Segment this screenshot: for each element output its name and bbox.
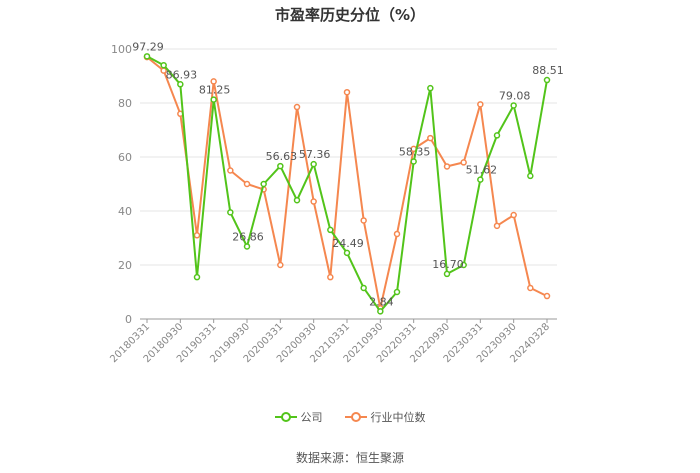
series-0-point-17	[427, 84, 434, 92]
series-1-point-4	[210, 78, 217, 85]
series-1-point-15	[393, 230, 401, 238]
series-1-point-6	[243, 180, 251, 188]
legend: 公司 行业中位数	[0, 409, 700, 425]
data-label-18: 16.70	[432, 258, 464, 271]
series-1-point-18	[443, 163, 451, 170]
data-label-10: 57.36	[299, 148, 331, 161]
legend-company-icon	[274, 412, 297, 422]
series-0-point-3	[193, 273, 201, 281]
series-0-point-24	[543, 76, 551, 84]
series-0-point-7	[260, 180, 267, 188]
y-tick-label-60: 60	[118, 151, 132, 164]
series-0-point-1	[160, 61, 167, 69]
series-0-point-15	[393, 288, 401, 296]
series-1-point-8	[277, 261, 284, 269]
data-label-12: 24.49	[332, 237, 364, 250]
y-tick-label-80: 80	[118, 97, 132, 110]
series-1-point-12	[343, 88, 351, 96]
data-label-2: 86.93	[166, 68, 198, 81]
series-0-point-22	[510, 102, 517, 109]
series-0-point-9	[293, 196, 301, 204]
data-label-16: 58.35	[399, 145, 431, 158]
series-1-point-10	[310, 198, 317, 205]
axes: 0204060801002018033120180930201903312019…	[108, 43, 557, 365]
series-0-point-6	[243, 243, 251, 250]
series-0-point-14	[377, 308, 384, 315]
series-1-point-24	[543, 292, 551, 300]
series-0-point-23	[527, 172, 534, 180]
data-label-4: 81.25	[199, 84, 231, 97]
series-1-point-19	[460, 159, 467, 166]
data-label-14: 2.84	[369, 295, 394, 308]
series-0-point-2	[177, 81, 184, 88]
series-1-point-20	[477, 101, 484, 108]
data-label-22: 79.08	[499, 89, 531, 102]
series-0-point-11	[327, 226, 334, 234]
legend-item-company[interactable]: 公司	[274, 409, 323, 425]
series-0-point-16	[410, 158, 417, 165]
y-tick-label-100: 100	[111, 43, 132, 56]
data-label-20: 51.62	[466, 164, 498, 177]
series-1-point-13	[360, 217, 367, 224]
legend-item-industry-median[interactable]: 行业中位数	[344, 409, 426, 425]
series-1-point-11	[327, 273, 334, 281]
legend-industry-median-icon	[344, 412, 367, 422]
data-label-0: 97.29	[132, 40, 164, 53]
data-label-24: 88.51	[532, 64, 564, 77]
series-1-point-23	[527, 284, 534, 292]
data-label-8: 56.63	[266, 150, 298, 163]
series-0-point-8	[277, 162, 284, 170]
series-0-point-10	[310, 160, 317, 168]
series-0-point-13	[360, 284, 367, 292]
series-0-point-12	[343, 249, 351, 257]
series-1-point-5	[227, 167, 234, 174]
line-chart: 0204060801002018033120180930201903312019…	[108, 40, 564, 365]
series-0-point-5	[227, 209, 234, 216]
data-source: 数据来源：恒生聚源	[295, 451, 404, 465]
series-0-point-20	[477, 176, 484, 183]
series-lines	[143, 53, 551, 315]
series-1-point-9	[293, 103, 301, 111]
series-0-point-19	[460, 261, 467, 269]
y-tick-label-0: 0	[125, 313, 132, 326]
data-label-6: 26.86	[232, 230, 264, 243]
series-0-point-4	[210, 96, 217, 103]
series-1-point-3	[193, 232, 201, 239]
y-tick-label-20: 20	[118, 259, 132, 272]
series-1-point-21	[493, 222, 501, 230]
chart-title: 市盈率历史分位（%）	[274, 6, 426, 24]
series-1-point-22	[510, 211, 517, 219]
series-0-point-18	[443, 270, 451, 278]
legend-industry-median-label: 行业中位数	[370, 411, 426, 424]
series-0-point-21	[493, 132, 501, 139]
series-0-point-0	[143, 53, 151, 60]
y-tick-label-40: 40	[118, 205, 132, 218]
series-1-point-17	[427, 134, 434, 142]
legend-company-label: 公司	[300, 411, 323, 424]
